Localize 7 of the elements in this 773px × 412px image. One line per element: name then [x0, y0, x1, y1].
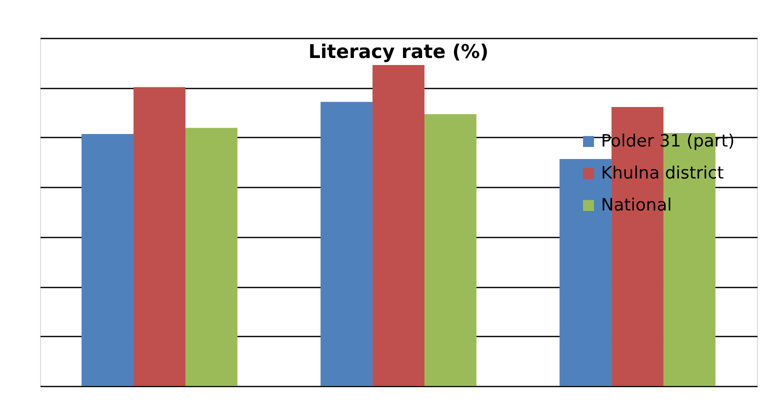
bar — [134, 87, 186, 386]
bar — [372, 64, 424, 386]
bar — [185, 128, 238, 386]
bar — [320, 102, 373, 386]
chart-title: Literacy rate (%) — [308, 41, 489, 63]
bar — [82, 134, 134, 386]
bar — [424, 114, 476, 386]
